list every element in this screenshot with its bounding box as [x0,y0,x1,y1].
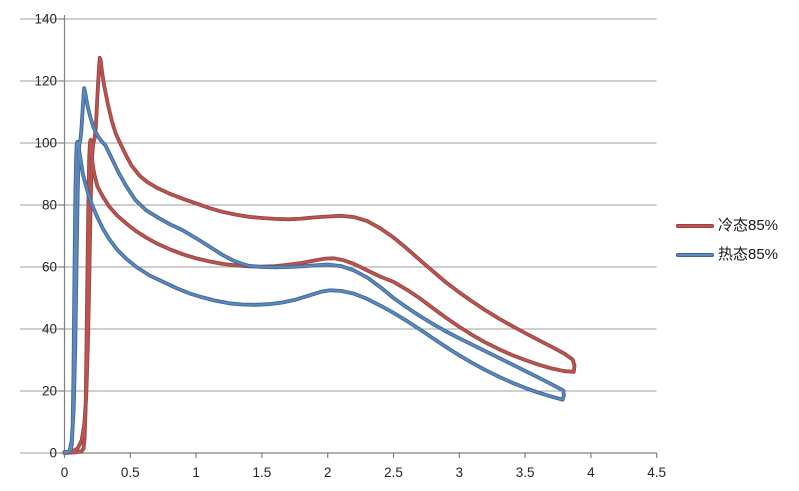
x-tick-label: 2.5 [384,465,403,480]
x-tick-label: 0.5 [121,465,140,480]
x-tick-label: 2 [324,465,332,480]
x-tick-label: 3 [456,465,464,480]
legend-swatch-hot-line [676,253,714,257]
y-tick-label: 80 [42,198,57,213]
x-tick-label: 0 [61,465,69,480]
y-tick-label: 20 [42,384,57,399]
y-tick-label: 120 [34,74,57,89]
legend-swatch-cold-line [676,224,714,228]
y-tick-label: 40 [42,322,57,337]
x-tick-label: 1 [192,465,200,480]
x-tick-label: 4.5 [647,465,666,480]
legend-item-hot: 热态85% [676,244,778,266]
x-tick-label: 3.5 [516,465,535,480]
x-tick-label: 1.5 [253,465,272,480]
series-line-1 [63,87,565,454]
x-tick-label: 4 [587,465,595,480]
series-line-0 [63,56,576,454]
y-tick-label: 100 [34,136,57,151]
y-tick-label: 0 [49,446,57,461]
legend-item-cold: 冷态85% [676,215,778,237]
legend-label-hot: 热态85% [718,246,779,263]
y-tick-label: 140 [34,12,57,27]
y-tick-label: 60 [42,260,57,275]
legend-label-cold: 冷态85% [718,217,779,234]
series-line-edge-0 [62,55,577,455]
legend: 冷态85% 热态85% [676,215,778,266]
